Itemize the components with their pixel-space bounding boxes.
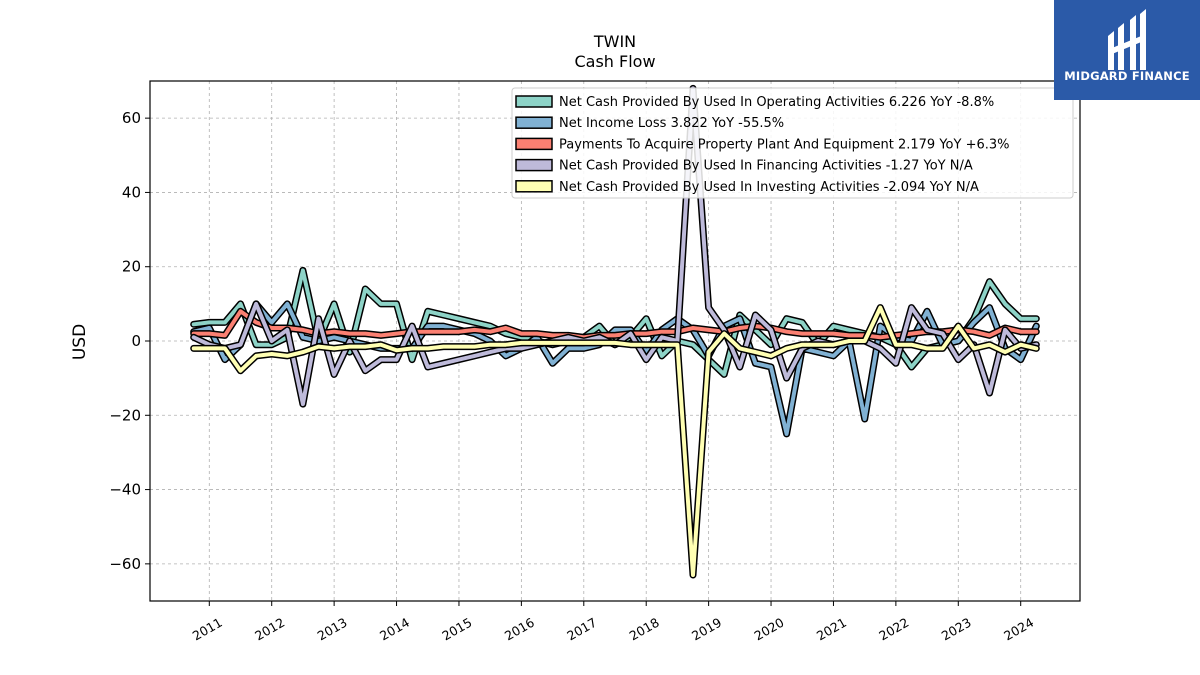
legend-label: Payments To Acquire Property Plant And E… xyxy=(559,137,1010,152)
y-tick-label: −40 xyxy=(109,481,141,499)
y-tick-label: 0 xyxy=(131,332,141,350)
x-tick-label: 2014 xyxy=(377,615,412,644)
brand-name: MIDGARD FINANCE xyxy=(1064,69,1190,83)
x-tick-label: 2020 xyxy=(751,615,786,644)
legend-swatch xyxy=(515,180,553,193)
series-line xyxy=(190,304,1040,579)
legend-label: Net Cash Provided By Used In Operating A… xyxy=(559,95,994,110)
x-tick-label: 2023 xyxy=(939,615,974,644)
legend-swatch xyxy=(515,158,553,172)
legend-label: Net Cash Provided By Used In Investing A… xyxy=(559,180,979,195)
x-tick-label: 2018 xyxy=(627,615,662,644)
series-core xyxy=(191,309,1039,340)
x-tick-label: 2015 xyxy=(439,615,474,644)
legend-swatch xyxy=(515,137,553,151)
series-line xyxy=(190,307,1040,341)
x-tick-label: 2022 xyxy=(876,615,911,644)
y-tick-label: 20 xyxy=(122,258,141,276)
y-tick-label: −60 xyxy=(109,555,141,573)
x-tick-label: 2019 xyxy=(689,615,724,644)
legend-label: Net Cash Provided By Used In Financing A… xyxy=(559,159,973,174)
chart-subtitle: Cash Flow xyxy=(574,52,656,71)
x-tick-label: 2011 xyxy=(190,615,225,644)
x-tick-label: 2021 xyxy=(814,615,849,644)
series-core xyxy=(191,305,1039,577)
y-tick-label: 60 xyxy=(122,109,141,127)
legend-swatch xyxy=(515,116,553,129)
x-tick-label: 2013 xyxy=(315,615,350,644)
y-tick-label: 40 xyxy=(122,183,141,201)
y-axis-label: USD xyxy=(70,323,90,361)
legend: Net Cash Provided By Used In Operating A… xyxy=(511,87,1074,199)
legend-label: Net Income Loss 3.822 YoY -55.5% xyxy=(559,116,784,131)
x-tick-label: 2024 xyxy=(1001,615,1036,644)
chart-title: TWIN xyxy=(593,32,637,51)
brand-mark-icon xyxy=(1108,9,1146,70)
x-tick-label: 2017 xyxy=(564,615,599,644)
y-tick-label: −20 xyxy=(109,406,141,424)
brand-logo: MIDGARD FINANCE xyxy=(1054,0,1200,100)
legend-swatch xyxy=(515,95,553,108)
legend-box xyxy=(511,87,1074,199)
x-tick-label: 2012 xyxy=(252,615,287,644)
x-tick-label: 2016 xyxy=(502,615,537,644)
